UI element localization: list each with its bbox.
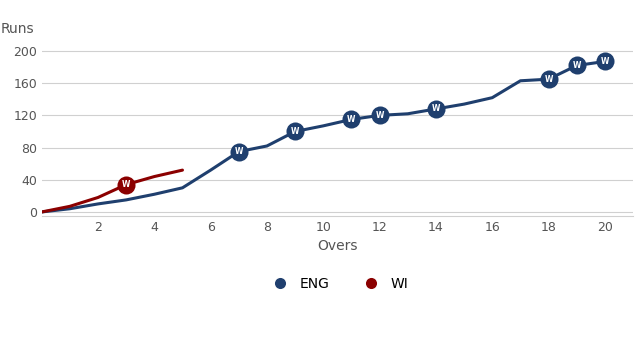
Text: W: W — [291, 127, 300, 136]
Legend: ENG, WI: ENG, WI — [260, 272, 414, 296]
Text: W: W — [376, 111, 384, 120]
Text: W: W — [432, 105, 440, 113]
Text: W: W — [122, 180, 131, 189]
X-axis label: Overs: Overs — [317, 239, 358, 253]
Text: W: W — [573, 61, 581, 70]
Text: W: W — [348, 115, 356, 124]
Text: Runs: Runs — [0, 22, 34, 36]
Text: W: W — [545, 75, 553, 84]
Text: W: W — [601, 57, 609, 66]
Text: W: W — [235, 147, 243, 156]
